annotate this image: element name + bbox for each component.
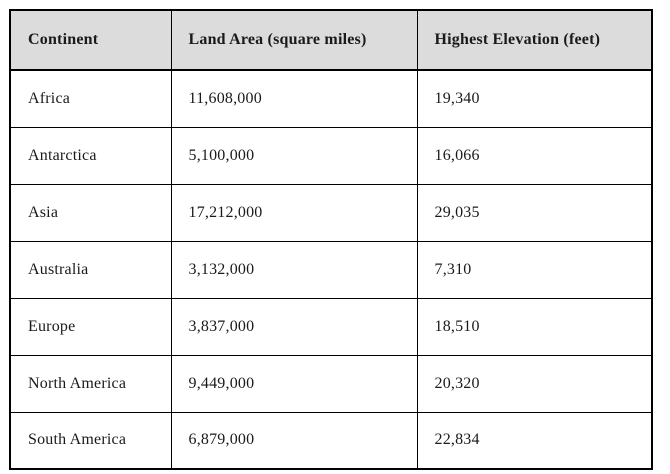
continents-table: Continent Land Area (square miles) Highe… [9, 9, 653, 470]
cell-land-area: 11,608,000 [170, 69, 418, 128]
table-row-europe: Europe 3,837,000 18,510 [9, 297, 653, 356]
table-row-south-america: South America 6,879,000 22,834 [9, 411, 653, 470]
cell-highest-elevation: 18,510 [416, 297, 653, 356]
cell-continent: Asia [9, 183, 172, 242]
table-row-antarctica: Antarctica 5,100,000 16,066 [9, 126, 653, 185]
header-highest-elevation: Highest Elevation (feet) [416, 9, 653, 71]
cell-highest-elevation: 19,340 [416, 69, 653, 128]
cell-continent: Africa [9, 69, 172, 128]
cell-land-area: 5,100,000 [170, 126, 418, 185]
cell-land-area: 17,212,000 [170, 183, 418, 242]
table-row-north-america: North America 9,449,000 20,320 [9, 354, 653, 413]
table-header-row: Continent Land Area (square miles) Highe… [9, 9, 653, 71]
cell-continent: North America [9, 354, 172, 413]
cell-continent: Antarctica [9, 126, 172, 185]
cell-highest-elevation: 20,320 [416, 354, 653, 413]
cell-highest-elevation: 22,834 [416, 411, 653, 470]
table-row-africa: Africa 11,608,000 19,340 [9, 69, 653, 128]
cell-highest-elevation: 16,066 [416, 126, 653, 185]
cell-land-area: 3,132,000 [170, 240, 418, 299]
cell-land-area: 3,837,000 [170, 297, 418, 356]
header-land-area: Land Area (square miles) [170, 9, 418, 71]
cell-land-area: 9,449,000 [170, 354, 418, 413]
cell-continent: Australia [9, 240, 172, 299]
cell-highest-elevation: 29,035 [416, 183, 653, 242]
cell-land-area: 6,879,000 [170, 411, 418, 470]
cell-continent: South America [9, 411, 172, 470]
cell-highest-elevation: 7,310 [416, 240, 653, 299]
table-row-asia: Asia 17,212,000 29,035 [9, 183, 653, 242]
table-row-australia: Australia 3,132,000 7,310 [9, 240, 653, 299]
header-continent: Continent [9, 9, 172, 71]
cell-continent: Europe [9, 297, 172, 356]
